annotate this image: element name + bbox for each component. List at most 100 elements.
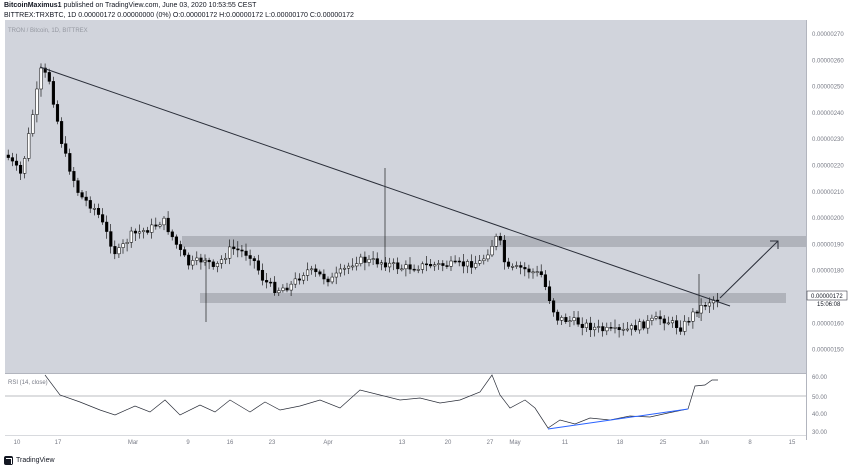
- candle-down: [68, 153, 72, 172]
- candle-down: [412, 268, 416, 271]
- candle-up: [392, 262, 396, 264]
- time-axis-label: 16: [227, 440, 234, 446]
- candle-up: [379, 262, 383, 265]
- tradingview-logo[interactable]: TradingView: [4, 456, 55, 465]
- candle-up: [215, 263, 219, 267]
- candle-down: [88, 200, 92, 209]
- candle-down: [556, 311, 560, 321]
- candle-up: [629, 325, 634, 330]
- candle-down: [113, 246, 117, 255]
- candle-down: [716, 299, 720, 302]
- candle-up: [584, 322, 588, 328]
- candle-down: [527, 268, 531, 273]
- candle-up: [482, 258, 486, 261]
- candle-up: [494, 236, 498, 247]
- candle-down: [109, 231, 113, 247]
- candle-down: [133, 230, 137, 234]
- publish-info: BitcoinMaximus1 published on TradingView…: [4, 2, 256, 9]
- rsi-divergence-line[interactable]: [547, 408, 689, 430]
- candle-down: [285, 287, 289, 291]
- candle-up: [137, 231, 142, 234]
- candle-down: [6, 154, 10, 158]
- candle-down: [314, 268, 318, 273]
- candle-down: [248, 255, 252, 259]
- candle-down: [236, 248, 240, 251]
- candle-up: [621, 328, 625, 331]
- price-axis-label: 0.00000240: [812, 111, 844, 117]
- candle-down: [43, 67, 47, 73]
- tradingview-logo-icon: [4, 456, 13, 465]
- candle-up: [355, 263, 359, 267]
- ohlc-legend: BITTREX:TRXBTC, 1D 0.00000172 0.00000000…: [4, 12, 354, 19]
- candle-down: [547, 286, 552, 301]
- candle-down: [14, 160, 19, 166]
- candle-up: [654, 316, 658, 319]
- candle-down: [687, 320, 691, 323]
- candle-down: [72, 171, 76, 181]
- time-axis-label: 9: [186, 440, 190, 446]
- countdown: 15:06:08: [817, 302, 841, 308]
- candle-up: [515, 265, 519, 267]
- candle-up: [347, 265, 351, 269]
- candle-up: [27, 133, 31, 159]
- candle-down: [552, 300, 556, 313]
- candle-down: [457, 260, 461, 263]
- candle-down: [211, 261, 215, 267]
- candle-down: [519, 265, 523, 268]
- rsi-axis-40: 40.00: [812, 412, 828, 418]
- candle-down: [84, 196, 88, 201]
- candle-up: [388, 262, 392, 268]
- candle-down: [679, 327, 683, 332]
- candle-down: [634, 325, 638, 331]
- candle-up: [568, 320, 572, 322]
- brand-name: TradingView: [16, 457, 55, 464]
- candle-down: [178, 244, 183, 250]
- candle-down: [256, 260, 260, 271]
- time-axis-label: 8: [748, 440, 752, 446]
- candle-down: [170, 231, 174, 238]
- candle-up: [625, 328, 629, 331]
- resistance-zone[interactable]: [182, 236, 806, 247]
- candle-up: [597, 326, 601, 328]
- descending-trendline[interactable]: [39, 66, 731, 307]
- candle-up: [289, 283, 293, 291]
- candle-down: [424, 263, 429, 266]
- candle-up: [142, 230, 146, 233]
- current-price-tag: [806, 290, 848, 301]
- rsi-axis-30: 30.00: [812, 430, 828, 436]
- arrow-head[interactable]: [770, 240, 779, 249]
- candle-down: [363, 256, 367, 263]
- time-axis-label: May: [509, 440, 520, 446]
- price-axis[interactable]: 0.00000270 0.00000260 0.00000250 0.00000240…: [812, 32, 844, 354]
- current-price: 0.00000172: [811, 294, 843, 300]
- candle-down: [396, 262, 400, 270]
- time-axis[interactable]: 10 17 Mar 9 16 23 Apr 13 20 27 May 11 18 25 Jun 8 15: [14, 440, 796, 446]
- rsi-pane[interactable]: [5, 374, 806, 434]
- projection-arrow[interactable]: [719, 240, 779, 299]
- candle-up: [117, 247, 121, 255]
- price-pane[interactable]: [5, 20, 806, 373]
- candle-down: [96, 208, 101, 215]
- candle-down: [207, 259, 211, 263]
- price-axis-label: 0.00000150: [812, 348, 844, 354]
- candle-down: [642, 321, 646, 329]
- time-axis-label: Apr: [323, 440, 332, 446]
- support-zone[interactable]: [200, 293, 786, 303]
- candle-up: [638, 321, 642, 331]
- candle-up: [342, 267, 347, 270]
- candle-up: [228, 246, 232, 259]
- candle-up: [437, 263, 441, 265]
- candle-down: [383, 262, 388, 268]
- candle-down: [441, 263, 445, 266]
- candle-up: [150, 224, 154, 233]
- candle-down: [80, 192, 84, 198]
- candlestick-series: [6, 63, 720, 338]
- candle-up: [670, 320, 675, 324]
- candle-down: [539, 271, 543, 275]
- author-name[interactable]: BitcoinMaximus1: [4, 2, 62, 9]
- candle-up: [511, 266, 515, 268]
- candle-down: [51, 81, 55, 105]
- candle-up: [691, 311, 695, 322]
- candle-down: [498, 236, 502, 241]
